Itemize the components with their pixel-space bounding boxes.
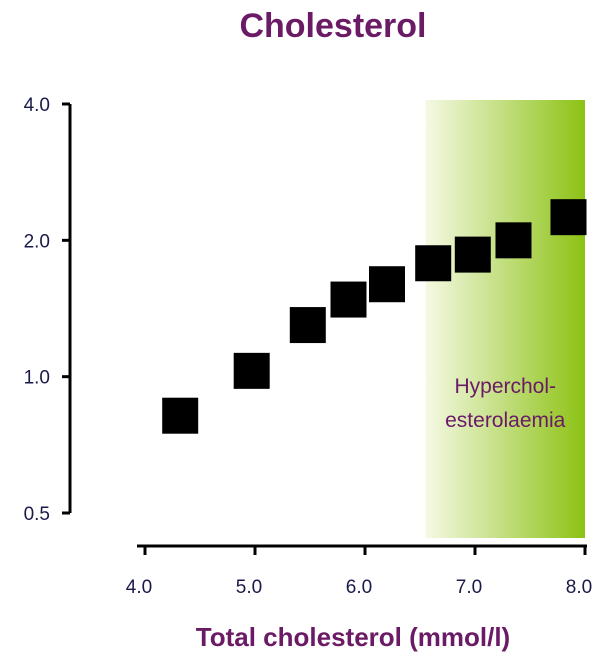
data-point <box>162 397 199 434</box>
data-point <box>415 245 452 282</box>
y-tick-label: 0.5 <box>24 504 50 525</box>
data-points <box>162 199 587 434</box>
y-axis: 4.0 2.0 1.0 0.5 <box>24 95 72 525</box>
data-point <box>233 352 270 389</box>
band-label-line-2: esterolaemia <box>445 409 566 432</box>
y-tick-label: 2.0 <box>24 231 50 252</box>
x-axis: 4.0 5.0 6.0 7.0 8.0 <box>126 544 592 598</box>
data-point <box>330 281 367 318</box>
hypercholesterolaemia-band <box>425 100 585 538</box>
chart-title: Cholesterol <box>239 7 426 45</box>
x-tick-label: 5.0 <box>236 577 262 598</box>
x-tick-label: 8.0 <box>566 577 592 598</box>
x-axis-label: Total cholesterol (mmol/l) <box>196 622 510 652</box>
data-point <box>289 307 326 344</box>
x-tick-label: 6.0 <box>346 577 372 598</box>
x-tick-label: 7.0 <box>456 577 482 598</box>
data-point <box>369 266 405 303</box>
band-label-line-1: Hyperchol- <box>454 375 556 398</box>
data-point <box>550 199 587 236</box>
y-tick-label: 4.0 <box>24 95 50 116</box>
y-tick-label: 1.0 <box>24 368 50 389</box>
x-tick-label: 4.0 <box>126 577 152 598</box>
data-point <box>495 222 532 259</box>
data-point <box>454 236 491 273</box>
